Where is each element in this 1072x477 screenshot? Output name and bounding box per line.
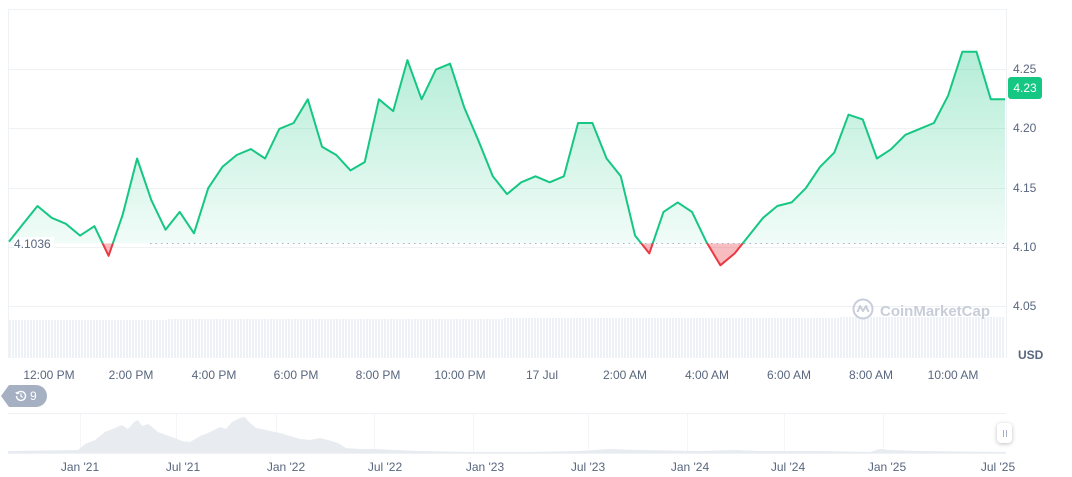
x-tick-label: 2:00 AM — [602, 368, 648, 382]
price-area-up — [9, 51, 1005, 244]
navigator-tick-label: Jul '25 — [980, 460, 1016, 474]
navigator-tick-label: Jul '24 — [770, 460, 806, 474]
navigator-tick-label: Jul '21 — [165, 460, 201, 474]
current-price-tag: 4.23 — [1008, 77, 1042, 99]
x-tick-label: 6:00 AM — [766, 368, 812, 382]
x-tick-label: 6:00 PM — [273, 368, 319, 382]
watermark-text: CoinMarketCap — [880, 302, 991, 320]
baseline-label: 4.1036 — [14, 237, 54, 251]
x-tick-label: 10:00 AM — [927, 368, 979, 382]
currency-label: USD — [1018, 348, 1044, 362]
navigator[interactable] — [8, 413, 1006, 454]
navigator-tick-label: Jan '21 — [60, 460, 100, 474]
navigator-tick-label: Jan '22 — [266, 460, 306, 474]
x-tick-label: 4:00 PM — [191, 368, 237, 382]
x-tick-label: 10:00 PM — [434, 368, 486, 382]
y-tick-label: 4.10 — [1013, 240, 1037, 254]
coinmarketcap-watermark: CoinMarketCap — [852, 298, 990, 324]
volume-bars — [9, 317, 1004, 358]
plot-frame — [8, 9, 1007, 358]
x-tick-label: 8:00 AM — [848, 368, 894, 382]
drag-handle-icon — [1002, 429, 1007, 437]
y-tick-label: 4.15 — [1013, 181, 1037, 195]
y-tick-label: 4.05 — [1013, 299, 1037, 313]
navigator-area — [8, 417, 1006, 453]
y-tick-label: 4.20 — [1013, 121, 1037, 135]
price-line-up — [8, 50, 1005, 244]
navigator-tick-label: Jul '22 — [367, 460, 403, 474]
history-badge[interactable]: 9 — [1, 385, 47, 407]
x-tick-label: 4:00 AM — [684, 368, 730, 382]
x-tick-label: 2:00 PM — [108, 368, 154, 382]
navigator-tick-label: Jan '23 — [465, 460, 505, 474]
navigator-tick-label: Jul '23 — [570, 460, 606, 474]
navigator-tick-label: Jan '24 — [670, 460, 710, 474]
coinmarketcap-logo-icon — [852, 298, 874, 324]
x-tick-label: 17 Jul — [525, 368, 559, 382]
x-tick-label: 12:00 PM — [23, 368, 75, 382]
navigator-tick-label: Jan '25 — [867, 460, 907, 474]
history-icon — [15, 390, 27, 402]
y-tick-label: 4.25 — [1013, 62, 1037, 76]
x-tick-label: 8:00 PM — [355, 368, 401, 382]
history-count: 9 — [30, 389, 37, 403]
navigator-drag-handle[interactable] — [997, 423, 1012, 443]
